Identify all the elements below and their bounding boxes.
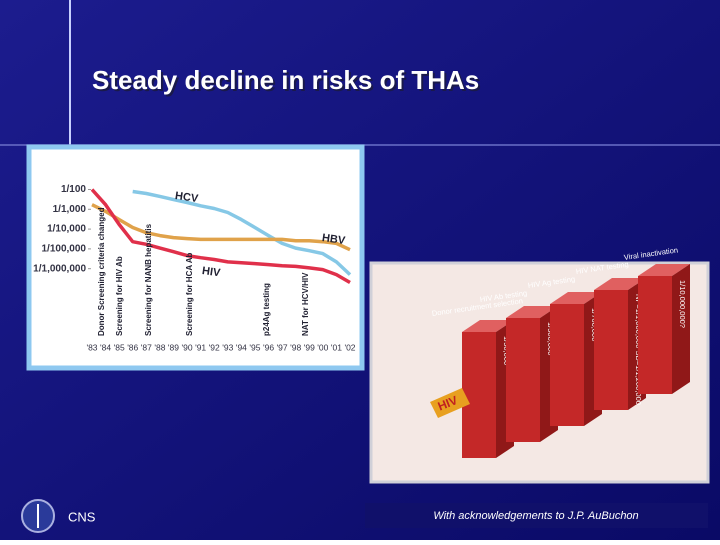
- title: Steady decline in risks of THAs: [92, 65, 479, 95]
- domino-top: [462, 320, 514, 332]
- x-tick-label: '86: [127, 342, 138, 352]
- x-tick-label: '83: [86, 342, 97, 352]
- x-tick-label: '97: [277, 342, 288, 352]
- x-tick-label: '84: [100, 342, 111, 352]
- annotation: Screening for HIV Ab: [115, 256, 124, 336]
- domino-top: [506, 306, 558, 318]
- footer-left: CNS: [68, 509, 96, 524]
- x-tick-label: '85: [114, 342, 125, 352]
- domino-top: [550, 292, 602, 304]
- x-tick-label: '90: [182, 342, 193, 352]
- title-shadow: Steady decline in risks of THAs: [94, 67, 481, 97]
- y-tick-label: 1/100,000: [42, 244, 87, 255]
- domino-front: [638, 276, 672, 394]
- x-tick-label: '01: [331, 342, 342, 352]
- x-tick-label: '88: [154, 342, 165, 352]
- x-tick-label: '92: [209, 342, 220, 352]
- chart: 1/100 1/1,000 1/10,000 1/100,000 1/1,000,000…: [33, 184, 356, 352]
- x-tick-label: '87: [141, 342, 152, 352]
- y-tick-label: 1/100: [61, 184, 86, 195]
- x-tick-label: '91: [195, 342, 206, 352]
- annotation: Screening for HCA Ab: [185, 252, 194, 336]
- domino-side: [672, 264, 690, 394]
- y-tick-label: 1/10,000: [47, 224, 86, 235]
- annotation: NAT for HCV/HIV: [301, 272, 310, 336]
- footer-box: [365, 503, 708, 528]
- domino-front: [550, 304, 584, 426]
- x-tick-label: '00: [317, 342, 328, 352]
- series-line: [132, 189, 352, 276]
- series-label: HBV: [321, 232, 346, 247]
- annotation: p24Ag testing: [262, 283, 271, 336]
- domino-top: [638, 264, 690, 276]
- domino-top: [594, 278, 646, 290]
- y-tick-label: 1/1,000: [53, 204, 87, 215]
- x-tick-label: '02: [344, 342, 355, 352]
- step-rate: 1/10,000,000?: [678, 280, 687, 328]
- x-tick-label: '95: [249, 342, 260, 352]
- series-line: [91, 203, 351, 252]
- x-tick-label: '94: [236, 342, 247, 352]
- domino-front: [506, 318, 540, 442]
- series-label: HCV: [174, 190, 199, 205]
- x-tick-label: '89: [168, 342, 179, 352]
- x-tick-label: '96: [263, 342, 274, 352]
- bullet: [430, 388, 470, 418]
- annotation: Screening for NANB hepatitis: [144, 223, 153, 336]
- x-tick-label: '98: [290, 342, 301, 352]
- x-tick-label: '93: [222, 342, 233, 352]
- footer-right: With acknowledgements to J.P. AuBuchon: [433, 510, 638, 522]
- domino-front: [462, 332, 496, 458]
- series-line: [90, 188, 351, 285]
- series-label: HIV: [201, 265, 221, 280]
- domino-front: [594, 290, 628, 410]
- y-tick-label: 1/1,000,000: [33, 263, 86, 274]
- annotation: Donor Screening criteria changed: [97, 207, 106, 336]
- bullet-label: HIV: [436, 393, 460, 413]
- x-tick-label: '99: [304, 342, 315, 352]
